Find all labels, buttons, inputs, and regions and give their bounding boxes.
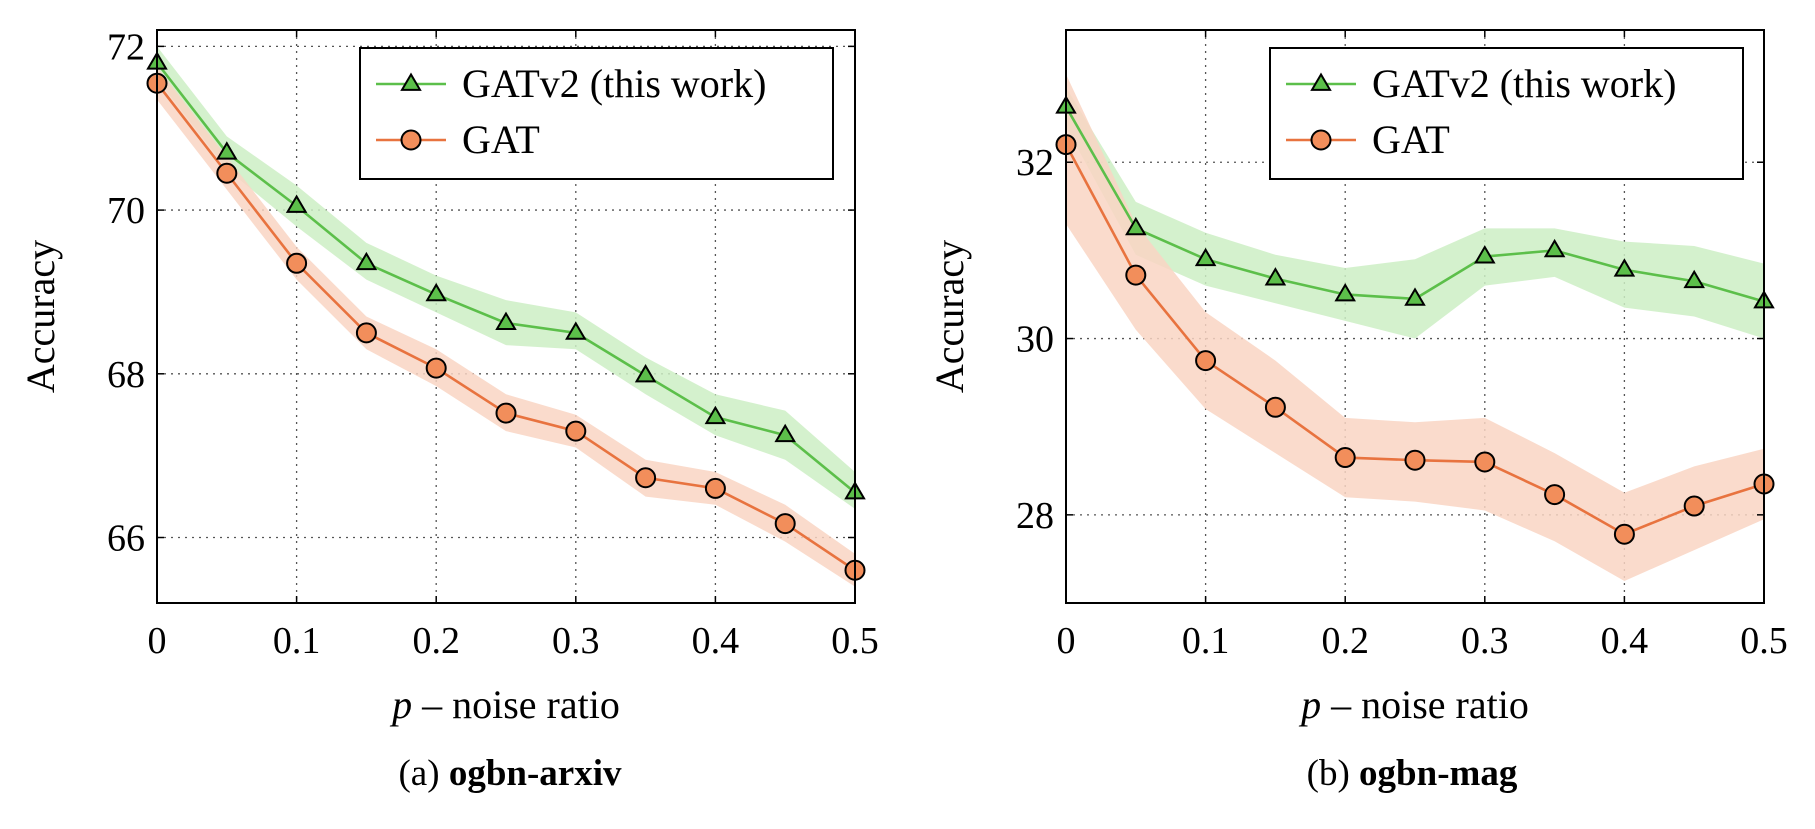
legend-box [359,47,834,180]
data-point-gat [1334,447,1356,469]
x-tick-label: 0.4 [692,620,740,662]
data-point-gat [216,162,238,184]
x-tick-label: 0.2 [1321,620,1369,662]
y-tick-label: 28 [1016,495,1054,537]
y-tick-label: 30 [1016,319,1054,361]
data-point-gatv2 [495,311,517,330]
data-point-gat [355,322,377,344]
plot-frame [156,29,856,604]
caption-b-name: ogbn-mag [1359,753,1518,794]
data-point-gatv2 [1125,216,1147,236]
data-point-gat [1544,484,1566,506]
x-axis-label: p – noise ratio [1298,682,1529,727]
x-axis-label: p – noise ratio [389,682,620,727]
data-point-gatv2 [1683,269,1705,289]
y-tick-label: 68 [107,354,145,396]
x-tick-label: 0.2 [412,620,460,662]
data-point-gatv2 [425,282,447,302]
x-tick-label: 0.1 [1182,620,1230,662]
x-tick-label: 0.3 [1461,620,1509,662]
data-point-gatv2 [565,321,587,340]
caption-b-prefix: (b) [1306,753,1360,794]
x-axis-label-text: – noise ratio [412,682,620,727]
data-point-gat [1683,495,1705,517]
confidence-band-gatv2 [157,46,855,509]
legend-marker-triangle [1310,72,1332,91]
legend-label: GAT [1372,117,1450,162]
data-point-gat [635,467,657,489]
legend-label: GATv2 (this work) [1372,61,1676,106]
y-axis-label: Accuracy [927,240,972,393]
data-point-gat [425,357,447,379]
legend-marker-circle [400,129,422,151]
data-point-gatv2 [216,141,238,160]
data-point-gat [1474,451,1496,473]
data-point-gatv2 [1264,267,1287,286]
data-point-gat [1195,350,1217,372]
x-tick-label: 0 [148,620,167,662]
x-tick-label: 0 [1057,620,1076,662]
data-point-gat [1125,264,1147,286]
data-point-gat [286,252,308,274]
x-tick-label: 0.1 [273,620,321,662]
plot-frame [1065,29,1765,604]
x-tick-label: 0.3 [552,620,600,662]
legend-marker-triangle [400,72,422,91]
x-tick-label: 0.5 [1740,620,1788,662]
data-point-gatv2 [1613,258,1636,277]
y-tick-label: 70 [107,190,145,232]
data-point-gatv2 [1404,287,1426,306]
caption-a: (a) ogbn-arxiv [160,752,860,795]
data-point-gat [1264,396,1286,418]
data-point-gatv2 [634,363,657,383]
data-point-gat [774,513,796,535]
caption-a-prefix: (a) [398,753,449,794]
x-axis-label-text: – noise ratio [1321,682,1529,727]
caption-a-name: ogbn-arxiv [448,753,622,794]
data-point-gat [1404,449,1426,471]
data-point-gat [565,420,587,442]
x-axis-label-variable: p [389,682,412,727]
y-axis-label: Accuracy [18,240,63,393]
data-point-gatv2 [704,405,727,425]
confidence-band-gat [1066,74,1764,581]
legend-label: GATv2 (this work) [462,61,766,106]
chart-ogbn-mag: 0 0.1 0.2 0.3 0.4 0.5 28 30 32 p – noise ratio Acc… [927,29,1788,727]
confidence-band-gatv2 [1066,87,1764,339]
y-tick-label: 66 [107,518,145,560]
data-point-gat [495,402,517,424]
chart-ogbn-arxiv: 0 0.1 0.2 0.3 0.4 0.5 66 68 70 72 p – noise ratio A… [18,26,879,727]
y-tick-label: 32 [1016,142,1054,184]
data-point-gatv2 [1474,245,1496,264]
confidence-band-gat [157,66,855,587]
y-tick-label: 72 [107,26,145,68]
x-axis-label-variable: p [1298,682,1321,727]
legend-label: GAT [462,117,540,162]
x-tick-label: 0.4 [1601,620,1649,662]
legend-box [1269,47,1744,180]
data-point-gatv2 [1334,282,1356,302]
data-point-gatv2 [285,194,308,213]
caption-b: (b) ogbn-mag [1062,752,1762,795]
data-point-gatv2 [1543,238,1566,258]
data-point-gatv2 [1194,247,1217,267]
data-point-gat [1613,523,1635,545]
data-point-gat [704,477,726,499]
x-tick-label: 0.5 [831,620,879,662]
data-point-gatv2 [774,423,796,443]
data-point-gatv2 [355,251,378,271]
legend-marker-circle [1310,129,1332,151]
